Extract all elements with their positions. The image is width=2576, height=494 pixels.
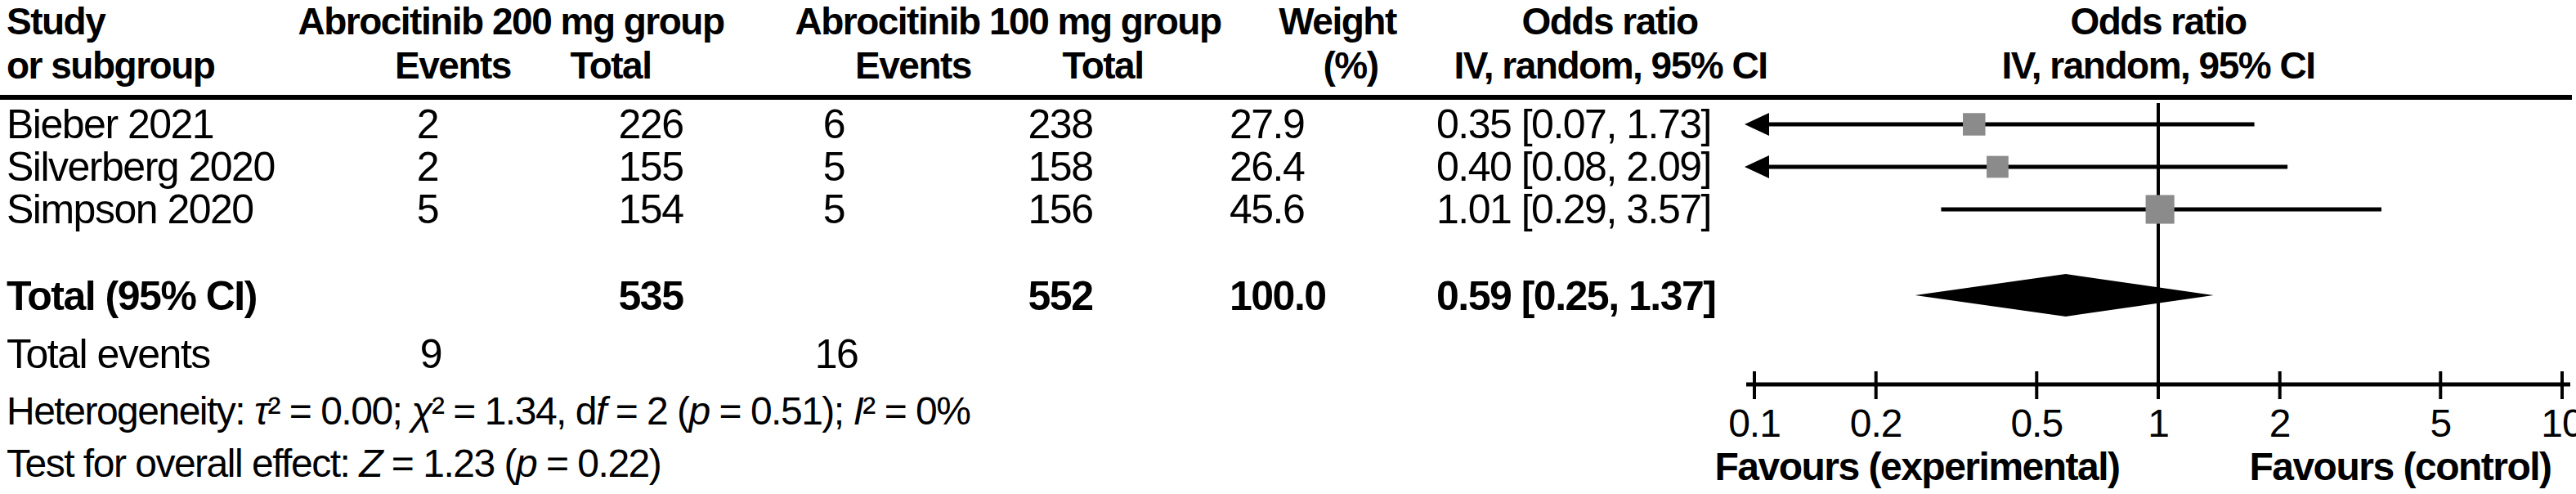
x-axis-tick-label: 0.1 xyxy=(1728,402,1781,445)
x-axis-tick-label: 0.5 xyxy=(2010,402,2063,445)
x-axis-tick-label: 2 xyxy=(2269,402,2291,445)
forest-plot-figure: Study Abrocitinib 200 mg group Abrocitin… xyxy=(0,0,2576,494)
x-axis-tick-label: 5 xyxy=(2430,402,2451,445)
x-axis-tick-label: 10 xyxy=(2541,402,2576,445)
forest-plot-canvas: 0.1 0.2 0.5 1 2 5 10 xyxy=(0,0,2576,494)
ci-clipped-left-arrow xyxy=(1745,113,1769,136)
ci-clipped-left-arrow xyxy=(1745,155,1769,178)
x-axis-tick-label: 0.2 xyxy=(1850,402,1902,445)
study-point-estimate-square xyxy=(1963,113,1985,135)
study-point-estimate-square xyxy=(2146,195,2175,223)
study-point-estimate-square xyxy=(1987,156,2009,178)
x-axis-tick-label: 1 xyxy=(2148,402,2169,445)
total-effect-diamond xyxy=(1915,274,2214,317)
